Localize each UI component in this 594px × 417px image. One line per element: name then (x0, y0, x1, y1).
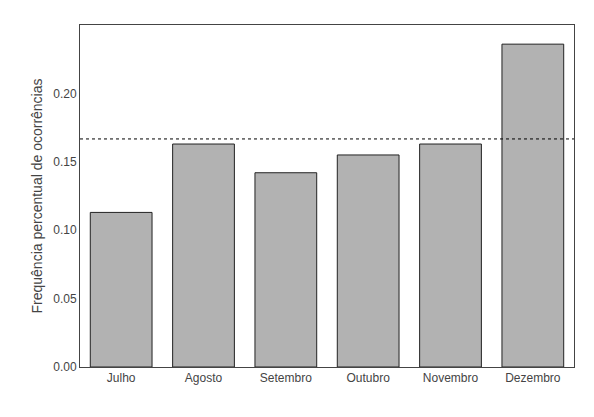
svg-text:0.00: 0.00 (53, 360, 77, 374)
svg-text:0.20: 0.20 (53, 87, 77, 101)
svg-text:0.05: 0.05 (53, 292, 77, 306)
svg-text:Dezembro: Dezembro (505, 371, 561, 385)
svg-text:Setembro: Setembro (260, 371, 312, 385)
svg-text:0.10: 0.10 (53, 223, 77, 237)
svg-text:Julho: Julho (107, 371, 136, 385)
svg-text:Agosto: Agosto (185, 371, 223, 385)
svg-text:Novembro: Novembro (423, 371, 479, 385)
svg-text:Frequência percentual de ocorr: Frequência percentual de ocorrências (29, 78, 45, 313)
svg-text:Outubro: Outubro (346, 371, 390, 385)
svg-text:0.15: 0.15 (53, 155, 77, 169)
